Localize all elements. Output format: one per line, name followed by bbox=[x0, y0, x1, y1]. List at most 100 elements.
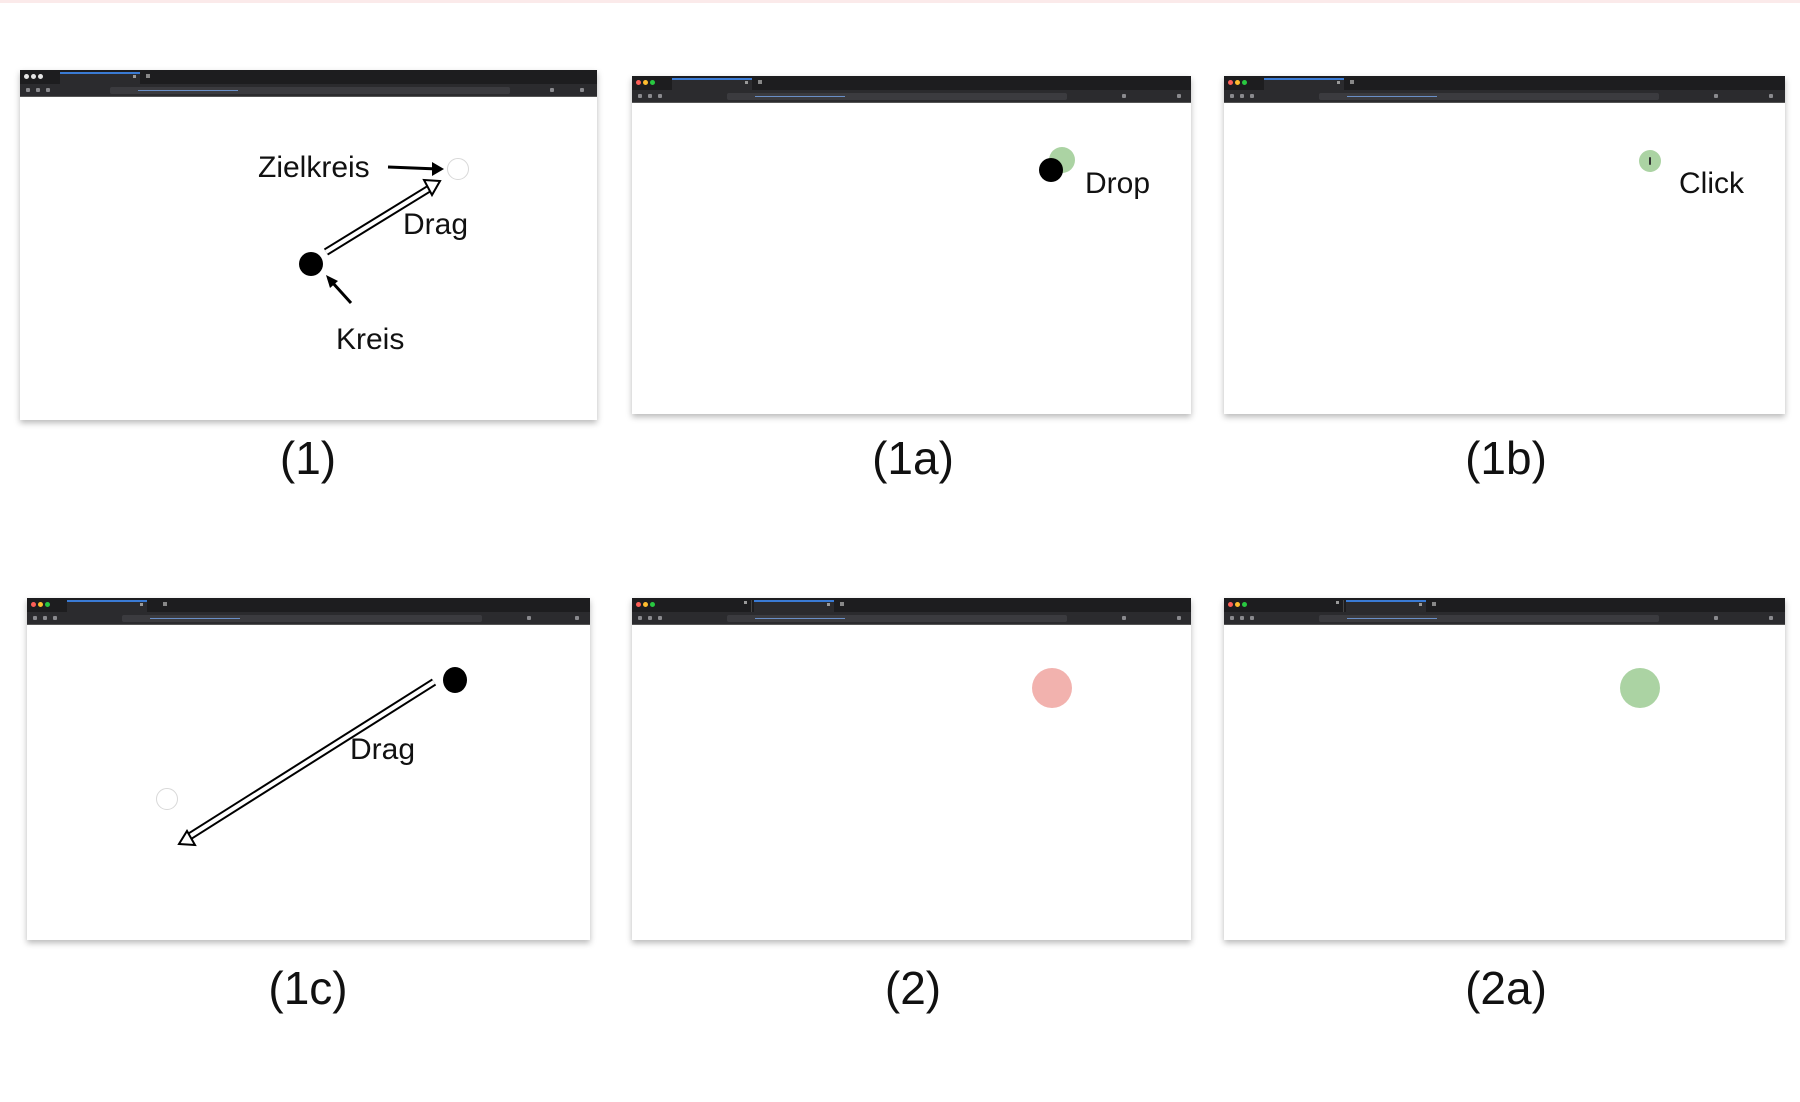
extensions-icon[interactable] bbox=[1714, 94, 1718, 98]
clicked-circle-dot bbox=[1649, 157, 1651, 165]
page-content bbox=[632, 625, 1191, 940]
new-tab-icon[interactable] bbox=[163, 602, 167, 606]
browser-tab[interactable] bbox=[672, 78, 752, 90]
extensions-icon[interactable] bbox=[550, 88, 554, 92]
drag-arrow-icon bbox=[323, 178, 442, 256]
panel-2a-caption: (2a) bbox=[1465, 962, 1547, 1014]
back-icon[interactable] bbox=[638, 94, 642, 98]
new-tab-icon[interactable] bbox=[146, 74, 150, 78]
menu-icon[interactable] bbox=[1177, 616, 1181, 620]
browser-tab-active[interactable] bbox=[1346, 600, 1426, 612]
page-content: Drag bbox=[27, 625, 590, 940]
minimize-dot-icon[interactable] bbox=[1235, 602, 1240, 607]
reload-icon[interactable] bbox=[658, 616, 662, 620]
reload-icon[interactable] bbox=[53, 616, 57, 620]
panel-1-screenshot: Zielkreis Drag Kreis bbox=[20, 70, 597, 420]
tab-close-icon[interactable] bbox=[744, 601, 747, 604]
drag-label: Drag bbox=[403, 208, 469, 241]
zoom-dot-icon[interactable] bbox=[1242, 602, 1247, 607]
target-circle[interactable] bbox=[156, 788, 178, 810]
forward-icon[interactable] bbox=[43, 616, 47, 620]
tab-close-icon[interactable] bbox=[1419, 603, 1422, 606]
forward-icon[interactable] bbox=[648, 94, 652, 98]
target-circle[interactable] bbox=[447, 158, 469, 180]
browser-titlebar bbox=[1224, 598, 1785, 612]
browser-tab[interactable] bbox=[672, 600, 752, 612]
minimize-dot-icon[interactable] bbox=[38, 602, 43, 607]
browser-toolbar bbox=[632, 90, 1191, 103]
address-bar[interactable] bbox=[122, 615, 482, 622]
close-dot-icon[interactable] bbox=[1228, 602, 1233, 607]
extensions-icon[interactable] bbox=[1714, 616, 1718, 620]
minimize-dot-icon[interactable] bbox=[643, 80, 648, 85]
back-icon[interactable] bbox=[1230, 94, 1234, 98]
back-icon[interactable] bbox=[33, 616, 37, 620]
close-dot-icon[interactable] bbox=[31, 602, 36, 607]
reload-icon[interactable] bbox=[658, 94, 662, 98]
menu-icon[interactable] bbox=[1769, 616, 1773, 620]
tab-close-icon[interactable] bbox=[827, 603, 830, 606]
address-bar[interactable] bbox=[727, 93, 1067, 100]
back-icon[interactable] bbox=[1230, 616, 1234, 620]
back-icon[interactable] bbox=[26, 88, 30, 92]
forward-icon[interactable] bbox=[1240, 94, 1244, 98]
new-tab-icon[interactable] bbox=[1350, 80, 1354, 84]
menu-icon[interactable] bbox=[575, 616, 579, 620]
zoom-dot-icon[interactable] bbox=[1242, 80, 1247, 85]
close-dot-icon[interactable] bbox=[636, 602, 641, 607]
minimize-dot-icon[interactable] bbox=[31, 74, 36, 79]
drag-circle[interactable] bbox=[1039, 158, 1063, 182]
reload-icon[interactable] bbox=[1250, 616, 1254, 620]
tab-close-icon[interactable] bbox=[1337, 81, 1340, 84]
tab-close-icon[interactable] bbox=[1336, 601, 1339, 604]
address-bar[interactable] bbox=[110, 87, 510, 94]
close-dot-icon[interactable] bbox=[636, 80, 641, 85]
drop-label: Drop bbox=[1085, 167, 1151, 200]
circle-label: Kreis bbox=[336, 323, 405, 356]
drag-circle[interactable] bbox=[443, 667, 467, 693]
zoom-dot-icon[interactable] bbox=[45, 602, 50, 607]
tab-close-icon[interactable] bbox=[133, 75, 136, 78]
new-tab-icon[interactable] bbox=[840, 602, 844, 606]
browser-tab-active[interactable] bbox=[754, 600, 834, 612]
close-dot-icon[interactable] bbox=[24, 74, 29, 79]
zoom-dot-icon[interactable] bbox=[650, 80, 655, 85]
close-dot-icon[interactable] bbox=[1228, 80, 1233, 85]
new-tab-icon[interactable] bbox=[758, 80, 762, 84]
forward-icon[interactable] bbox=[36, 88, 40, 92]
browser-tab[interactable] bbox=[1264, 78, 1344, 90]
forward-icon[interactable] bbox=[648, 616, 652, 620]
new-tab-icon[interactable] bbox=[1432, 602, 1436, 606]
target-circle-green[interactable] bbox=[1620, 668, 1660, 708]
reload-icon[interactable] bbox=[46, 88, 50, 92]
minimize-dot-icon[interactable] bbox=[643, 602, 648, 607]
browser-tab[interactable] bbox=[1264, 600, 1344, 612]
forward-icon[interactable] bbox=[1240, 616, 1244, 620]
address-text bbox=[1347, 96, 1437, 97]
zoom-dot-icon[interactable] bbox=[38, 74, 43, 79]
browser-toolbar bbox=[1224, 90, 1785, 103]
tab-close-icon[interactable] bbox=[140, 603, 143, 606]
menu-icon[interactable] bbox=[1769, 94, 1773, 98]
address-bar[interactable] bbox=[1319, 615, 1659, 622]
tab-close-icon[interactable] bbox=[745, 81, 748, 84]
reload-icon[interactable] bbox=[1250, 94, 1254, 98]
extensions-icon[interactable] bbox=[1122, 616, 1126, 620]
drag-arrow-icon bbox=[177, 678, 437, 847]
browser-tab[interactable] bbox=[67, 600, 147, 612]
back-icon[interactable] bbox=[638, 616, 642, 620]
minimize-dot-icon[interactable] bbox=[1235, 80, 1240, 85]
address-bar[interactable] bbox=[1319, 93, 1659, 100]
browser-tab[interactable] bbox=[60, 72, 140, 84]
arrow-icon bbox=[387, 162, 444, 176]
drag-circle[interactable] bbox=[299, 252, 323, 276]
extensions-icon[interactable] bbox=[527, 616, 531, 620]
address-bar[interactable] bbox=[727, 615, 1067, 622]
panel-1b-caption: (1b) bbox=[1465, 432, 1547, 484]
menu-icon[interactable] bbox=[1177, 94, 1181, 98]
browser-toolbar bbox=[632, 612, 1191, 625]
target-circle-red[interactable] bbox=[1032, 668, 1072, 708]
menu-icon[interactable] bbox=[580, 88, 584, 92]
zoom-dot-icon[interactable] bbox=[650, 602, 655, 607]
extensions-icon[interactable] bbox=[1122, 94, 1126, 98]
